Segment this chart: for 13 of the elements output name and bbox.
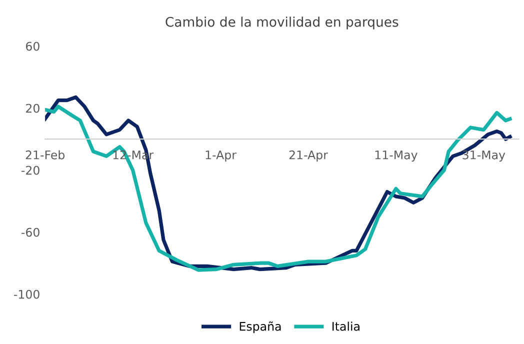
x-tick-label: 31-May: [462, 150, 506, 162]
y-tick-label: 20: [26, 104, 40, 113]
x-tick-label: 11-May: [375, 150, 418, 162]
x-tick-label: 21-Feb: [26, 150, 65, 160]
y-tick-label: -100: [14, 290, 40, 299]
chart-title: Cambio de la movilidad en parques: [166, 16, 398, 30]
x-tick-label: 21-Apr: [289, 150, 328, 162]
y-tick-label: -60: [22, 228, 40, 237]
legend-label: Italia: [332, 322, 360, 331]
y-tick-label: -20: [22, 166, 40, 175]
x-tick-label: 1-Apr: [206, 150, 236, 162]
legend-label: España: [240, 321, 281, 334]
y-tick-label: 60: [26, 42, 40, 51]
